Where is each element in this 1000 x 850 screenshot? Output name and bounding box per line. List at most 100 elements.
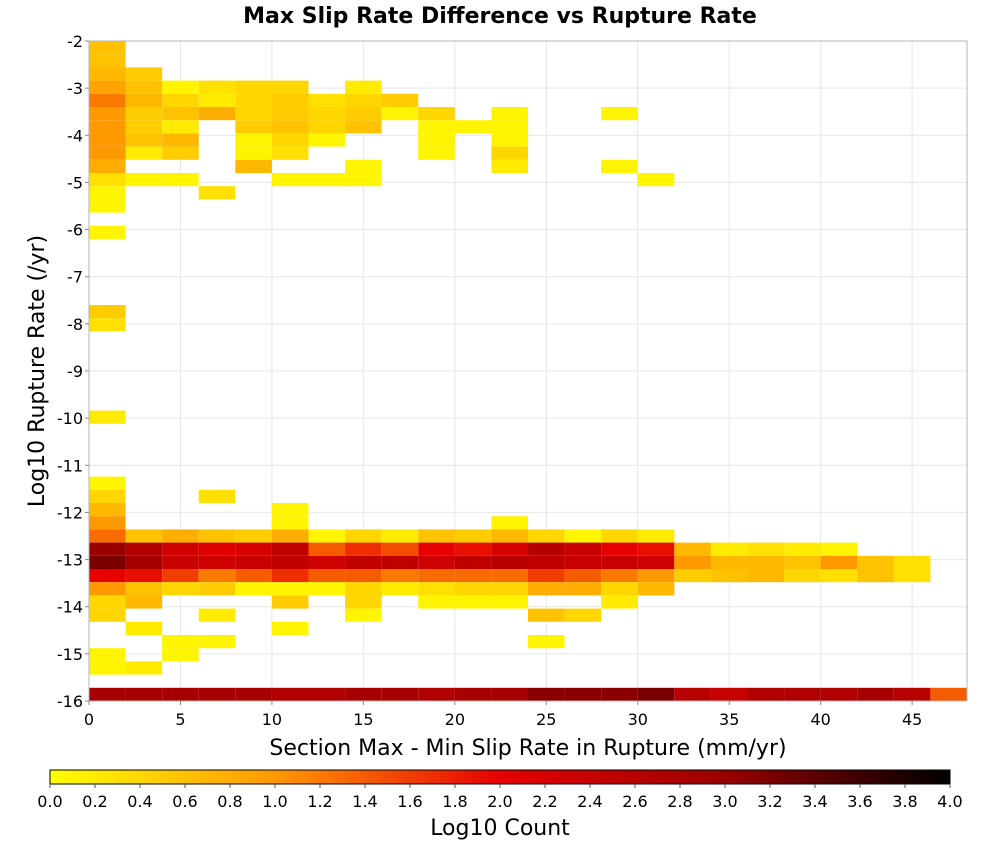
heatmap-cell [454, 542, 492, 556]
heatmap-cell [89, 41, 126, 55]
heatmap-cell [198, 569, 236, 583]
heatmap-cell [89, 305, 126, 319]
heatmap-cell [820, 542, 858, 556]
heatmap-cell [893, 687, 931, 701]
y-tick-label: -14 [57, 598, 83, 617]
heatmap-cell [491, 107, 528, 121]
heatmap-cell [381, 107, 419, 121]
heatmap-cell [125, 107, 163, 121]
heatmap-cell [418, 146, 455, 160]
heatmap-cell [491, 516, 528, 530]
heatmap-cell [564, 569, 602, 583]
heatmap-cell [125, 133, 163, 147]
y-tick-label: -8 [67, 315, 83, 334]
y-tick-label: -5 [67, 173, 83, 192]
heatmap-cell [345, 93, 382, 107]
heatmap-cell [89, 542, 126, 556]
y-tick-label: -11 [57, 456, 83, 475]
heatmap-cell [893, 555, 931, 569]
heatmap-cell [271, 621, 309, 635]
heatmap-cell [418, 529, 455, 543]
heatmap-cell [784, 569, 821, 583]
heatmap-cell [345, 687, 382, 701]
heatmap-cell [271, 93, 309, 107]
y-axis-ticks: -2 -3 -4 -5 -6 -7 -8 -9 -10 -11 -12 -13 -14 -15 -16 [57, 32, 89, 711]
heatmap-cell [89, 661, 126, 675]
heatmap-cell [271, 516, 309, 530]
heatmap-cell [491, 542, 528, 556]
colorbar-tick-label: 3.6 [847, 792, 872, 811]
heatmap-cell [125, 595, 163, 609]
heatmap-cell [235, 159, 272, 173]
x-tick-label: 40 [810, 710, 830, 729]
heatmap-cell [89, 159, 126, 173]
heatmap-cell [418, 120, 455, 134]
colorbar-tick-label: 2.4 [577, 792, 602, 811]
y-tick-label: -4 [67, 126, 83, 145]
heatmap-cell [89, 54, 126, 68]
heatmap-cell [89, 173, 126, 187]
heatmap-cell [89, 503, 126, 517]
heatmap-cell [528, 635, 565, 649]
heatmap-cell [198, 608, 236, 622]
y-tick-label: -16 [57, 692, 83, 711]
y-tick-label: -9 [67, 362, 83, 381]
x-tick-label: 20 [445, 710, 465, 729]
heatmap-cell [89, 199, 126, 213]
colorbar-ticks: 0.0 0.2 0.4 0.6 0.8 1.0 1.2 1.4 1.6 1.8 2.0 2.2 2.4 2… [37, 784, 963, 811]
heatmap-cell [491, 555, 528, 569]
heatmap-cell [235, 93, 272, 107]
heatmap-cell [162, 648, 199, 662]
heatmap-cell [381, 582, 419, 596]
heatmap-cell [601, 595, 638, 609]
heatmap-cell [198, 582, 236, 596]
heatmap-cell [198, 93, 236, 107]
heatmap-cell [125, 555, 163, 569]
heatmap-cell [454, 529, 492, 543]
heatmap-cell [271, 146, 309, 160]
heatmap-cell [820, 687, 858, 701]
heatmap-cell [528, 569, 565, 583]
heatmap-cell [528, 687, 565, 701]
heatmap-cell [820, 569, 858, 583]
heatmap-cell [125, 661, 163, 675]
heatmap-cell [308, 687, 346, 701]
heatmap-cell [893, 569, 931, 583]
heatmap-cell [198, 80, 236, 94]
colorbar-tick-label: 0.4 [127, 792, 152, 811]
heatmap-cell [162, 687, 199, 701]
heatmap-cell [601, 529, 638, 543]
colorbar-tick-label: 0.6 [172, 792, 197, 811]
heatmap-cell [345, 555, 382, 569]
heatmap-cell [418, 582, 455, 596]
y-tick-label: -7 [67, 268, 83, 287]
heatmap-cell [89, 318, 126, 332]
heatmap-cell [89, 516, 126, 530]
heatmap-cell [235, 120, 272, 134]
heatmap-cell [89, 687, 126, 701]
heatmap-cell [528, 582, 565, 596]
heatmap-cell [271, 542, 309, 556]
colorbar-tick-label: 1.4 [352, 792, 377, 811]
heatmap-cell [235, 133, 272, 147]
heatmap-cell [674, 542, 711, 556]
heatmap-cell [308, 120, 346, 134]
heatmap-cell [491, 569, 528, 583]
heatmap-cell [418, 687, 455, 701]
x-tick-label: 30 [628, 710, 648, 729]
heatmap-cell [308, 529, 346, 543]
heatmap-cells [89, 41, 967, 701]
heatmap-cell [418, 133, 455, 147]
heatmap-cell [418, 542, 455, 556]
colorbar-tick-label: 0.2 [82, 792, 107, 811]
heatmap-cell [89, 555, 126, 569]
colorbar-tick-label: 1.6 [397, 792, 422, 811]
colorbar-tick-label: 2.0 [487, 792, 512, 811]
heatmap-cell [784, 555, 821, 569]
heatmap-cell [418, 569, 455, 583]
heatmap-cell [418, 595, 455, 609]
heatmap-cell [381, 529, 419, 543]
heatmap-cell [162, 529, 199, 543]
heatmap-cell [710, 687, 748, 701]
heatmap-cell [308, 582, 346, 596]
